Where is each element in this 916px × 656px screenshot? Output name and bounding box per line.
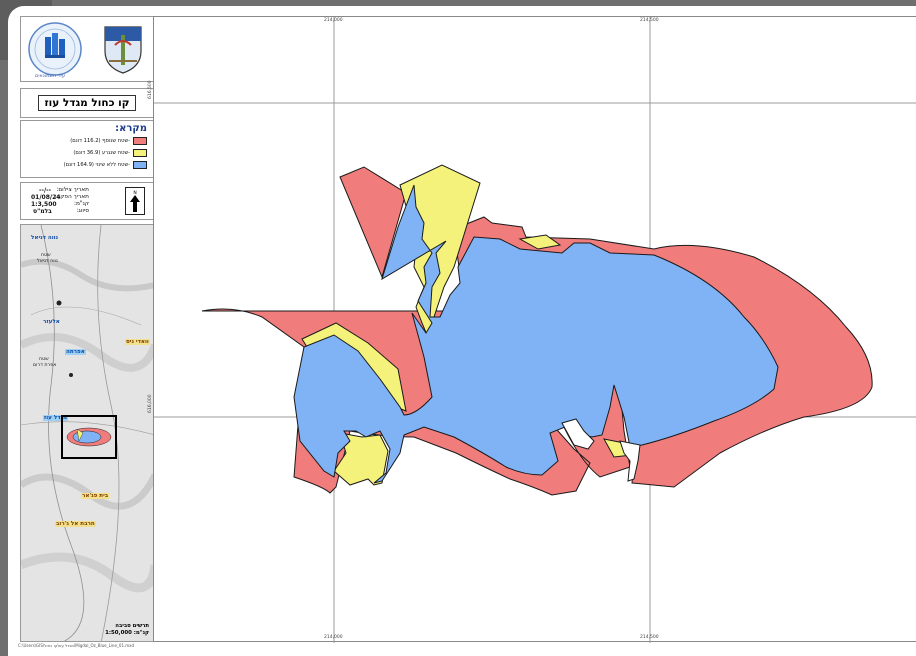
small-label-2: נווה דניאל — [37, 259, 58, 264]
place-wadi-nis: וואדי ניס — [125, 339, 150, 345]
grid-label-bottom-right: 214,500 — [640, 635, 659, 640]
logos-panel: עיר חשמונאים — [20, 16, 154, 82]
legend-label-removed: -שטח שנגרע (36.9 דונם) — [73, 150, 130, 156]
svg-text:N: N — [133, 190, 136, 196]
north-arrow-panel: N — [125, 187, 145, 215]
excluded-notch — [561, 418, 595, 450]
shield-emblem-icon — [104, 26, 142, 74]
file-path: C:\Users\GIS\מגדל עוז\קו כחול\Migdal_Oz_… — [18, 643, 135, 648]
classification-label: סיווג: — [76, 208, 89, 214]
map-sidebar: עיר חשמונאים קו כחול מגדל עוז מקרא: -שטח… — [20, 16, 154, 642]
scale-value: 1:3,500 — [31, 201, 57, 208]
small-label-4: אפרת דרום — [33, 363, 57, 368]
legend-label-added: -שטח שנוסף (116.2 דונם) — [70, 138, 130, 144]
map-drawing — [154, 17, 916, 643]
prep-date-value: 01/08/24 — [31, 194, 61, 201]
small-label-1: שטח — [41, 253, 51, 258]
grid-label-top-right: 214,500 — [640, 18, 659, 23]
scale-label: קנ"מ: — [74, 201, 89, 207]
council-logo-icon — [28, 22, 82, 76]
map-sheet: עיר חשמונאים קו כחול מגדל עוז מקרא: -שטח… — [8, 6, 916, 656]
place-efrata: אפרתה — [65, 349, 86, 355]
locator-caption: תרשים סביבה קנ"מ: 1:50,000 — [105, 623, 149, 637]
legend-panel: מקרא: -שטח שנוסף (116.2 דונם) -שטח שנגרע… — [20, 120, 154, 178]
legend-item-removed: -שטח שנגרע (36.9 דונם) — [73, 149, 147, 157]
place-beit-fajar: בית פג'אר — [81, 493, 110, 499]
grid-label-left-bottom: 616,000 — [148, 394, 153, 413]
grid-label-left-top: 616,500 — [148, 80, 153, 99]
small-label-3: שטח — [39, 357, 49, 362]
capture-date-value: --/-- — [39, 187, 52, 194]
info-panel: N תאריך צילום: --/-- תאריך הפקה: 01/08/2… — [20, 182, 154, 220]
title-panel: קו כחול מגדל עוז — [20, 88, 154, 118]
locator-caption-line1: תרשים סביבה — [115, 623, 149, 629]
grid-label-bottom-left: 214,000 — [324, 635, 343, 640]
added-swatch — [133, 137, 147, 145]
map-title: קו כחול מגדל עוז — [38, 95, 136, 111]
locator-map: נווה דניאל שטח נווה דניאל אלעזר וואדי ני… — [20, 224, 154, 642]
legend-item-added: -שטח שנוסף (116.2 דונם) — [70, 137, 147, 145]
capture-date-label: תאריך צילום: — [56, 187, 89, 193]
map-canvas[interactable]: 214,000 214,500 214,000 214,500 616,500 … — [148, 16, 916, 643]
legend-title: מקרא: — [115, 123, 147, 134]
place-khirbet-al-jarub: חרבת אל ג'רוב — [55, 521, 96, 527]
north-arrow-icon: N — [130, 190, 140, 212]
logo-caption: עיר חשמונאים — [35, 73, 66, 79]
place-neve-daniel: נווה דניאל — [31, 235, 59, 241]
removed-swatch — [133, 149, 147, 157]
classification-value: בלמ"ס — [33, 208, 52, 215]
legend-item-unchanged: -שטח ללא שינוי (164.9 דונם) — [64, 161, 147, 169]
grid-label-top-left: 214,000 — [324, 18, 343, 23]
place-migdal-oz: מגדל עוז — [43, 415, 69, 421]
site-mini-polygon — [66, 427, 112, 447]
place-elazar: אלעזר — [43, 319, 60, 325]
excluded-notch-2 — [619, 440, 641, 482]
legend-label-unchanged: -שטח ללא שינוי (164.9 דונם) — [63, 162, 130, 168]
unchanged-swatch — [133, 161, 147, 169]
locator-caption-line2: קנ"מ: 1:50,000 — [105, 630, 149, 636]
locator-extent-box — [61, 415, 117, 459]
prep-date-label: תאריך הפקה: — [54, 194, 89, 200]
